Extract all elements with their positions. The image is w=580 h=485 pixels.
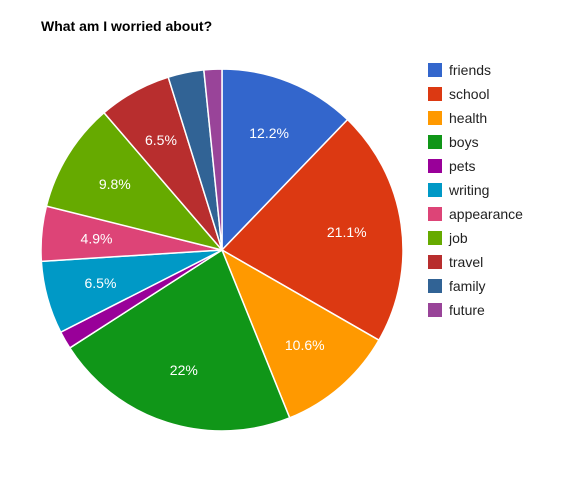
chart-title: What am I worried about? [41,18,213,34]
pie-slice-friends[interactable] [221,68,349,252]
legend-swatch [428,303,442,317]
slice-label-boys: 22% [170,362,198,378]
legend-item-travel[interactable]: travel [428,250,523,274]
legend-swatch [428,207,442,221]
legend-item-family[interactable]: family [428,274,523,298]
slice-label-school: 21.1% [327,224,367,240]
legend-label: school [449,86,490,102]
pie-slices [40,68,404,432]
legend-swatch [428,87,442,101]
legend-item-boys[interactable]: boys [428,130,523,154]
legend-label: health [449,110,488,126]
slice-label-friends: 12.2% [249,125,289,141]
legend-swatch [428,231,442,245]
legend-swatch [428,159,442,173]
legend-label: friends [449,62,492,78]
legend-item-health[interactable]: health [428,106,523,130]
slice-label-health: 10.6% [285,337,325,353]
pie-slice-labels: 12.2% 21.1% 10.6% 22% 6.5% 4.9% 9.8% 6.5% [81,125,367,378]
pie-slice-future[interactable] [203,68,223,251]
legend-label: travel [449,254,484,270]
legend-item-writing[interactable]: writing [428,178,523,202]
legend-label: appearance [449,206,523,222]
legend-swatch [428,135,442,149]
legend-label: boys [449,134,479,150]
legend-label: future [449,302,485,318]
legend-swatch [428,63,442,77]
legend-label: writing [449,182,490,198]
legend-item-school[interactable]: school [428,82,523,106]
legend-label: job [449,230,468,246]
legend-item-friends[interactable]: friends [428,58,523,82]
legend-swatch [428,279,442,293]
pie-slice-health[interactable] [220,248,380,419]
legend-label: pets [449,158,476,174]
pie-slice-boys[interactable] [68,248,291,432]
legend-item-appearance[interactable]: appearance [428,202,523,226]
slice-label-travel: 6.5% [145,132,177,148]
legend-swatch [428,111,442,125]
legend: friends school health boys pets writing appear… [428,58,523,322]
legend-item-job[interactable]: job [428,226,523,250]
legend-item-future[interactable]: future [428,298,523,322]
slice-label-job: 9.8% [99,176,131,192]
pie-slice-school[interactable] [220,118,404,342]
legend-swatch [428,255,442,269]
legend-swatch [428,183,442,197]
legend-label: family [449,278,486,294]
slice-label-appearance: 4.9% [81,231,113,247]
pie-slice-job[interactable] [45,111,225,252]
slice-label-writing: 6.5% [85,275,117,291]
legend-item-pets[interactable]: pets [428,154,523,178]
